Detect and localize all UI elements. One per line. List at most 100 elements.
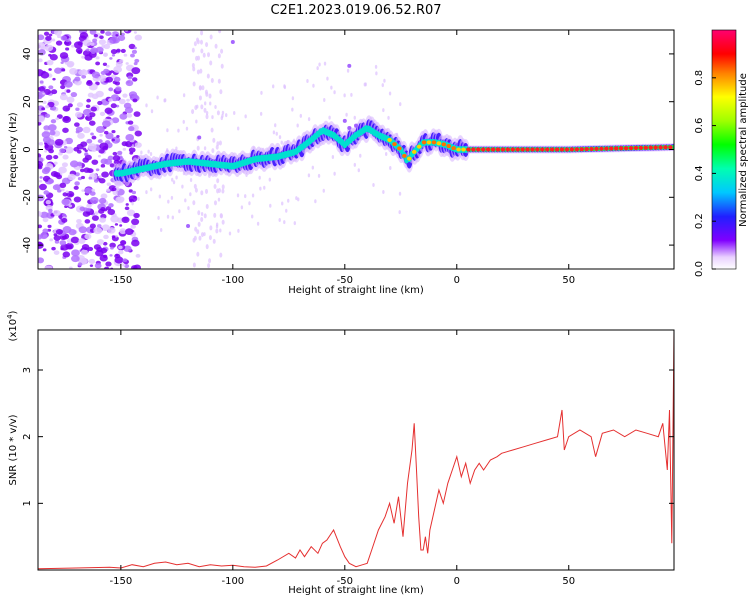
colorbar: 0.0 0.2 0.4 0.6 0.8 Normalized spectral ampl… [694,29,749,277]
spectrogram-noise-blob [357,168,360,173]
spectrogram-noise-blob [78,226,88,234]
spectrogram-noise-blob [55,117,59,121]
spectrogram-ridge-peak [397,146,402,151]
spectrogram-noise-blob [117,34,126,41]
spectrogram-noise-blob [208,93,212,99]
spectrogram-noise-blob [71,249,80,257]
spectrogram-noise-blob [45,105,50,109]
spectrogram-ridge-peak [436,141,442,146]
spectrogram-noise-blob [105,261,112,267]
spectrogram-ylabel: Frequency (Hz) [8,112,19,188]
spectrogram-noise-blob [204,188,208,194]
spectrogram-noise-blob [346,68,350,73]
spectrogram-noise-blob [387,115,390,120]
spectrogram-noise-blob [53,210,61,217]
spectrogram-noise-blob [189,177,193,182]
spectrogram-noise-blob [109,242,116,248]
snr-xtick-label: -150 [110,576,133,587]
spectrogram-noise-blob [200,104,204,110]
spectrogram-noise-blob [166,128,169,133]
spectrogram-noise-blob [42,248,47,252]
spectrogram-noise-blob [89,30,97,35]
spectrogram-noise-blob [150,109,154,114]
spectrogram-noise-blob [212,238,216,244]
spectrogram-ridge-peak [490,147,496,152]
spectrogram-xtick-label: 50 [562,275,575,286]
spectrogram-noise-blob [48,33,53,37]
spectrogram-noise-blob [99,254,108,262]
spectrogram-noise-blob [60,61,64,64]
spectrogram-noise-blob [91,50,96,55]
spectrogram-noise-blob [74,76,81,82]
spectrogram-noise-blob [115,196,125,204]
spectrogram-noise-blob [111,235,116,239]
spectrogram-noise-blob [91,135,97,140]
spectrogram-noise-blob [69,67,78,75]
spectrogram-noise-blob [200,216,204,222]
spectrogram-noise-blob [285,208,288,213]
spectrogram-noise-blob [212,137,216,143]
spectrogram-noise-blob [43,31,50,36]
spectrogram-noise-blob [108,203,114,208]
spectrogram-ridge-peak [584,147,589,152]
spectrogram-noise-blob [44,113,51,118]
spectrogram-xtick-label: -50 [337,275,353,286]
spectrogram-noise-blob [42,228,49,234]
spectrogram-noise-blob [98,39,106,46]
spectrogram-noise-blob [196,229,200,235]
spectrogram-noise-blob [113,65,123,73]
spectrogram-noise-blob [60,188,65,192]
spectrogram-noise-blob [134,58,140,63]
spectrogram-ridge-peak [485,147,491,152]
spectrogram-noise-blob [106,188,111,192]
spectrogram-noise-blob [100,247,108,254]
spectrogram-noise-blob [307,173,311,178]
spectrogram-noise-blob [206,73,210,79]
spectrogram-noise-blob [56,174,63,180]
spectrogram-noise-blob [111,136,121,144]
spectrogram-xtick-label: -100 [221,275,244,286]
spectrogram-ridge-peak [535,147,540,152]
spectrogram-noise-blob [316,66,319,71]
spectrogram-ridge-peak [559,147,565,152]
spectrogram-ridge-peak [663,145,668,150]
spectrogram-noise-blob [293,221,297,226]
spectrogram-noise-blob [86,98,91,103]
spectrogram-noise-blob [271,84,275,89]
spectrogram-noise-blob [372,182,375,187]
spectrogram-noise-blob [49,130,56,136]
spectrogram-noise-blob [64,205,68,209]
spectrogram-noise-blob [59,148,66,154]
spectrogram-noise-blob [57,189,62,193]
spectrogram-noise-blob [133,62,138,66]
spectrogram-noise-blob [221,188,225,194]
spectrogram-noise-blob [130,53,135,58]
spectrogram-noise-blob [194,187,198,193]
spectrogram-noise-blob [38,34,45,41]
spectrogram-noise-blob [353,115,356,120]
spectrogram-noise-blob [70,92,78,98]
spectrogram-noise-blob [120,240,127,246]
spectrogram-noise-blob [102,62,108,66]
spectrogram-noise-blob [115,61,123,68]
spectrogram-noise-blob [107,227,116,234]
spectrogram-noise-blob [99,35,104,40]
colorbar-ticks: 0.0 0.2 0.4 0.6 0.8 [694,70,716,277]
spectrogram-noise-blob [50,119,57,124]
spectrogram-noise-blob [219,252,223,258]
spectrogram-noise-blob [200,48,204,54]
spectrogram-noise-blob [260,90,263,95]
spectrogram-noise-blob [97,154,102,158]
spectrogram-noise-blob [211,115,214,120]
spectrogram-noise-blob [205,114,209,120]
spectrogram-noise-blob [184,198,187,203]
spectrogram-noise-blob [127,120,134,125]
spectrogram-noise-blob [111,187,117,192]
spectrogram-noise-blob [99,142,109,150]
spectrogram-noise-blob [208,235,212,241]
spectrogram-ticks: -150 -100 -50 0 50 -40 -20 0 20 40 [22,30,674,286]
spectrogram-noise-blob [219,228,222,233]
spectrogram-noise-blob [193,41,197,47]
snr-xtick-label: 0 [454,576,460,587]
spectrogram-noise-blob [62,127,69,133]
